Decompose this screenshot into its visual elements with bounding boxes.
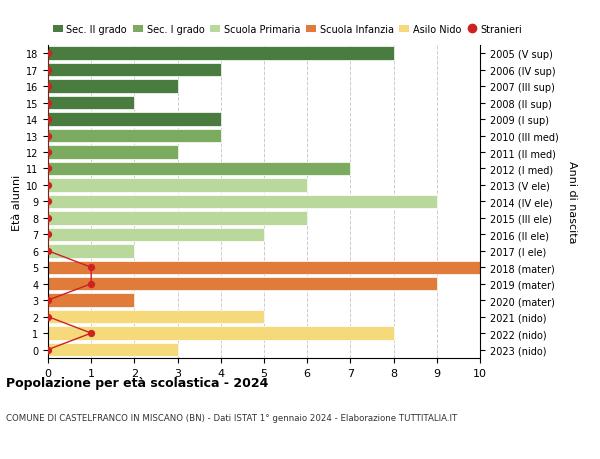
Point <box>43 50 53 58</box>
Bar <box>48 64 221 77</box>
Text: Popolazione per età scolastica - 2024: Popolazione per età scolastica - 2024 <box>6 376 268 389</box>
Point <box>86 330 96 337</box>
Point <box>86 280 96 288</box>
Bar <box>48 261 480 274</box>
Point <box>43 116 53 123</box>
Bar <box>48 47 394 61</box>
Bar <box>48 294 134 307</box>
Point <box>43 67 53 74</box>
Point <box>43 100 53 107</box>
Point <box>43 297 53 304</box>
Bar <box>48 195 437 209</box>
Text: COMUNE DI CASTELFRANCO IN MISCANO (BN) - Dati ISTAT 1° gennaio 2024 - Elaborazio: COMUNE DI CASTELFRANCO IN MISCANO (BN) -… <box>6 413 457 422</box>
Bar <box>48 179 307 192</box>
Bar <box>48 113 221 127</box>
Bar <box>48 228 264 241</box>
Bar <box>48 146 178 159</box>
Legend: Sec. II grado, Sec. I grado, Scuola Primaria, Scuola Infanzia, Asilo Nido, Stran: Sec. II grado, Sec. I grado, Scuola Prim… <box>53 25 523 35</box>
Bar <box>48 97 134 110</box>
Y-axis label: Anni di nascita: Anni di nascita <box>567 161 577 243</box>
Bar <box>48 310 264 324</box>
Point <box>43 215 53 222</box>
Bar <box>48 245 134 258</box>
Point <box>43 149 53 157</box>
Point <box>43 198 53 206</box>
Point <box>43 231 53 239</box>
Point <box>43 182 53 189</box>
Point <box>43 313 53 321</box>
Point <box>43 133 53 140</box>
Point <box>43 346 53 353</box>
Bar <box>48 212 307 225</box>
Bar <box>48 80 178 94</box>
Bar <box>48 162 350 176</box>
Point <box>43 247 53 255</box>
Bar <box>48 327 394 340</box>
Point <box>43 83 53 90</box>
Y-axis label: Età alunni: Età alunni <box>12 174 22 230</box>
Bar <box>48 277 437 291</box>
Point <box>86 264 96 271</box>
Bar <box>48 129 221 143</box>
Point <box>43 165 53 173</box>
Bar <box>48 343 178 357</box>
